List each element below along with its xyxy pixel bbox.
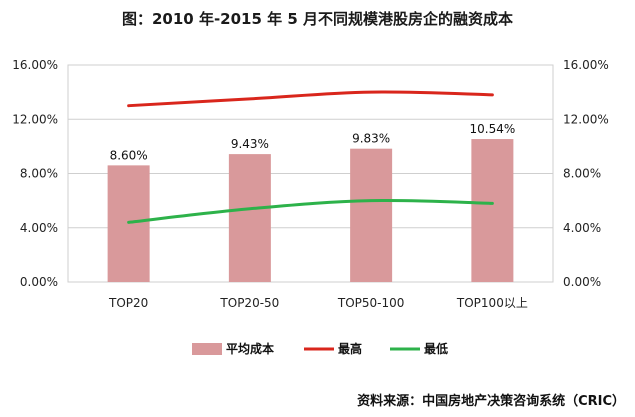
legend-label: 最高 xyxy=(338,341,362,356)
source-note: 资料来源：中国房地产决策咨询系统（CRIC） xyxy=(357,394,625,409)
data-label: 8.60% xyxy=(110,148,148,162)
x-tick-label: TOP20-50 xyxy=(219,296,279,310)
y-tick-label-left: 16.00% xyxy=(12,58,58,72)
chart-title: 图：2010 年-2015 年 5 月不同规模港股房企的融资成本 xyxy=(121,10,514,28)
x-axis: TOP20 TOP20-50 TOP50-100 TOP100以上 xyxy=(108,296,528,310)
legend-label: 最低 xyxy=(424,341,448,356)
y-tick-label-right: 12.00% xyxy=(563,112,609,126)
legend-label: 平均成本 xyxy=(226,341,274,356)
x-tick-label: TOP100以上 xyxy=(456,296,528,310)
series-line-1 xyxy=(127,90,494,108)
bar xyxy=(471,139,514,282)
data-label: 10.54% xyxy=(469,122,515,136)
line-series xyxy=(127,90,494,224)
data-label: 9.83% xyxy=(352,132,390,146)
y-tick-label-right: 0.00% xyxy=(563,275,601,289)
y-tick-label-right: 8.00% xyxy=(563,167,601,181)
bar-series: 8.60% 9.43% 9.83% 10.54% xyxy=(107,122,515,282)
bar xyxy=(350,148,393,282)
y-axis-left: 0.00% 4.00% 8.00% 12.00% 16.00% xyxy=(12,58,58,289)
series-line-2 xyxy=(127,198,494,224)
y-tick-label-right: 4.00% xyxy=(563,221,601,235)
y-tick-label-left: 4.00% xyxy=(20,221,58,235)
legend-swatch-bar xyxy=(192,343,222,355)
y-tick-label-left: 8.00% xyxy=(20,167,58,181)
x-tick-label: TOP20 xyxy=(108,296,148,310)
y-tick-label-left: 12.00% xyxy=(12,112,58,126)
x-tick-label: TOP50-100 xyxy=(337,296,405,310)
y-axis-right: 0.00% 4.00% 8.00% 12.00% 16.00% xyxy=(563,58,609,289)
y-tick-label-left: 0.00% xyxy=(20,275,58,289)
y-tick-label-right: 16.00% xyxy=(563,58,609,72)
data-label: 9.43% xyxy=(231,137,269,151)
legend: 平均成本 最高 最低 xyxy=(192,341,448,356)
bar xyxy=(228,154,271,282)
